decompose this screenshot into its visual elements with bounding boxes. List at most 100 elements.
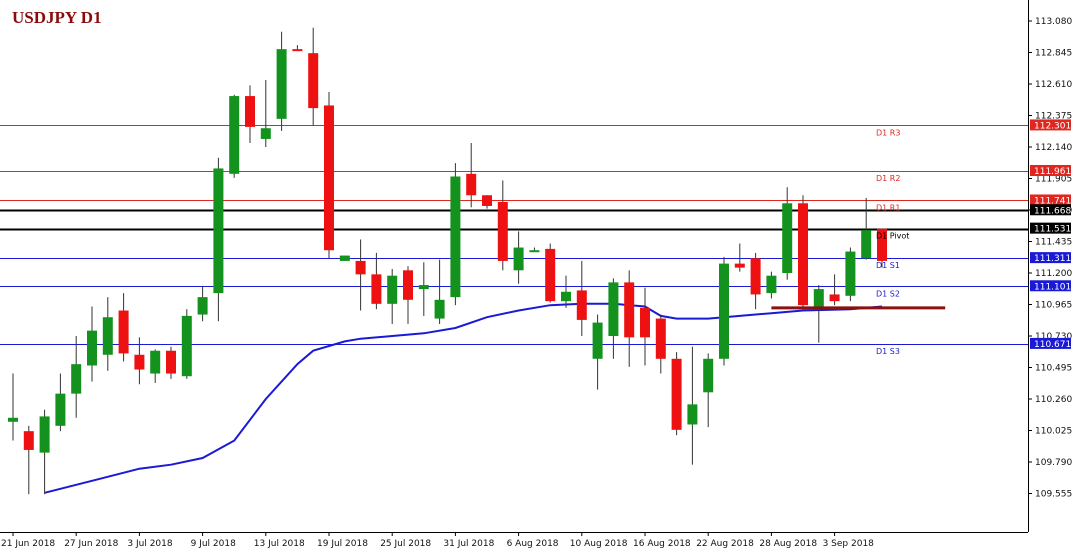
bullish-candle bbox=[102, 317, 113, 355]
time-tick-label: 16 Aug 2018 bbox=[633, 539, 691, 549]
level-name-label: D1 R2 bbox=[876, 174, 900, 183]
bearish-candle bbox=[576, 290, 587, 320]
bullish-candle bbox=[55, 393, 66, 426]
price-badge bbox=[1030, 164, 1071, 176]
price-tick-label: 109.555 bbox=[1035, 490, 1072, 500]
time-axis: 21 Jun 2018 27 Jun 2018 3 Jul 2018 9 Jul 20… bbox=[1, 532, 874, 549]
bullish-candle bbox=[387, 275, 398, 304]
price-tick-label: 110.965 bbox=[1035, 301, 1072, 311]
time-tick-label: 25 Jul 2018 bbox=[380, 539, 431, 549]
bullish-candle bbox=[260, 128, 271, 139]
price-badge-label: 111.531 bbox=[1034, 225, 1071, 235]
bearish-candle bbox=[118, 310, 129, 354]
price-tick-label: 110.260 bbox=[1035, 395, 1072, 405]
bullish-candle bbox=[418, 285, 429, 290]
bullish-candle bbox=[450, 176, 461, 298]
price-tick-label: 110.730 bbox=[1035, 332, 1072, 342]
price-badge bbox=[1030, 337, 1071, 349]
bearish-candle bbox=[829, 294, 840, 302]
price-tick-label: 111.905 bbox=[1035, 175, 1072, 185]
bullish-candle bbox=[845, 251, 856, 296]
bearish-candle bbox=[734, 263, 745, 268]
bearish-candle bbox=[355, 260, 366, 275]
bearish-candle bbox=[308, 53, 319, 109]
bullish-candle bbox=[687, 404, 698, 425]
price-tick-label: 110.495 bbox=[1035, 364, 1072, 374]
bullish-candle bbox=[561, 291, 571, 302]
time-tick-label: 19 Jul 2018 bbox=[317, 539, 368, 549]
bullish-candle bbox=[861, 230, 872, 259]
time-tick-label: 13 Jul 2018 bbox=[254, 539, 305, 549]
bullish-candle bbox=[434, 299, 445, 319]
time-tick-label: 9 Jul 2018 bbox=[191, 539, 236, 549]
time-tick-label: 3 Jul 2018 bbox=[127, 539, 172, 549]
bearish-candle bbox=[877, 228, 887, 261]
bullish-candle bbox=[71, 364, 82, 394]
bullish-candle bbox=[703, 358, 714, 393]
time-tick-label: 28 Aug 2018 bbox=[759, 539, 817, 549]
price-tick-label: 112.140 bbox=[1035, 143, 1072, 153]
bearish-candle bbox=[640, 307, 650, 338]
price-tick-label: 112.375 bbox=[1035, 112, 1072, 122]
bearish-candle bbox=[750, 258, 761, 295]
bearish-candle bbox=[798, 203, 808, 306]
price-badge-label: 111.961 bbox=[1034, 167, 1071, 177]
level-name-label: D1 R1 bbox=[876, 203, 900, 212]
bullish-candle bbox=[150, 350, 161, 374]
bearish-candle bbox=[245, 96, 255, 127]
bullish-candle bbox=[197, 297, 208, 315]
price-tick-label: 111.435 bbox=[1035, 238, 1072, 248]
bullish-candle bbox=[608, 282, 619, 336]
price-tick-label: 113.080 bbox=[1035, 17, 1072, 27]
level-name-label: D1 S2 bbox=[876, 289, 900, 298]
pivot-level-labels: D1 R3 D1 R2 D1 R1 D1 Pivot D1 S1 D1 S2 D1 S3 bbox=[876, 128, 909, 355]
bearish-candle bbox=[134, 354, 145, 370]
bearish-candle bbox=[23, 431, 34, 450]
bullish-candle bbox=[39, 416, 50, 453]
bearish-candle bbox=[371, 274, 382, 304]
bullish-candle bbox=[782, 203, 793, 273]
price-tick-label: 109.790 bbox=[1035, 458, 1072, 468]
price-badge bbox=[1030, 119, 1071, 131]
bearish-candle bbox=[403, 270, 413, 300]
price-badge-label: 111.101 bbox=[1034, 282, 1071, 292]
price-tick-label: 112.845 bbox=[1035, 49, 1072, 59]
bearish-candle bbox=[466, 173, 477, 196]
bullish-candle bbox=[813, 289, 824, 308]
chart-title: USDJPY D1 bbox=[12, 8, 102, 27]
bullish-candle bbox=[213, 168, 224, 294]
time-tick-label: 27 Jun 2018 bbox=[64, 539, 118, 549]
bearish-candle bbox=[545, 248, 556, 302]
candlestick-series bbox=[8, 27, 887, 495]
price-badge bbox=[1030, 194, 1071, 206]
bullish-candle bbox=[513, 247, 524, 271]
bullish-candle bbox=[339, 255, 350, 261]
price-badge-label: 110.671 bbox=[1034, 340, 1071, 350]
bullish-candle bbox=[719, 263, 729, 359]
bearish-candle bbox=[324, 105, 334, 251]
bearish-candle bbox=[482, 195, 492, 206]
bullish-candle bbox=[276, 49, 287, 119]
bearish-candle bbox=[292, 49, 303, 52]
time-tick-label: 6 Aug 2018 bbox=[507, 539, 559, 549]
price-tick-label: 110.025 bbox=[1035, 427, 1072, 437]
time-tick-label: 22 Aug 2018 bbox=[696, 539, 754, 549]
price-badge-label: 112.301 bbox=[1034, 121, 1071, 131]
bullish-candle bbox=[87, 330, 97, 366]
bearish-candle bbox=[624, 282, 635, 338]
time-tick-label: 10 Aug 2018 bbox=[570, 539, 628, 549]
price-badge bbox=[1030, 252, 1071, 264]
price-badge-label: 111.741 bbox=[1034, 196, 1071, 206]
price-badge-label: 111.668 bbox=[1034, 206, 1071, 216]
bullish-candle bbox=[592, 322, 603, 359]
bullish-candle bbox=[181, 315, 192, 377]
bearish-candle bbox=[497, 201, 508, 261]
price-tick-label: 111.200 bbox=[1035, 269, 1072, 279]
time-tick-label: 31 Jul 2018 bbox=[443, 539, 494, 549]
level-name-label: D1 R3 bbox=[876, 128, 900, 137]
price-badge bbox=[1030, 222, 1071, 234]
bullish-candle bbox=[529, 250, 540, 253]
